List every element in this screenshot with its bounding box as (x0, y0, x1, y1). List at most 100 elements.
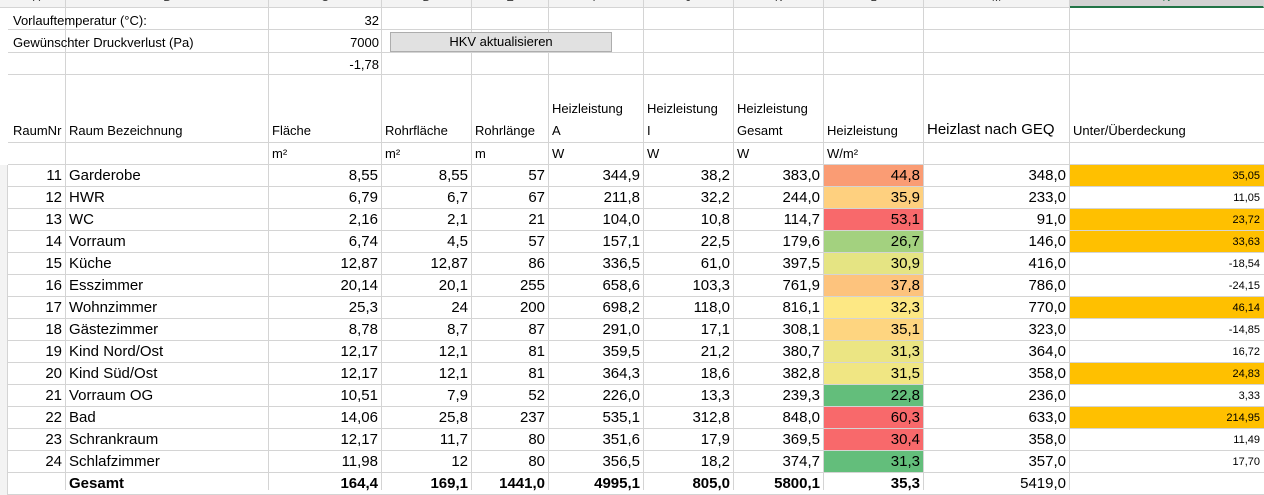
heizleistung-a-cell[interactable]: 344,9 (602, 167, 640, 184)
rohrlaenge-cell[interactable]: 80 (528, 431, 545, 448)
heizleistung-a-cell[interactable]: 351,6 (602, 431, 640, 448)
heizleistung-wm2-cell[interactable]: 32,3 (890, 299, 920, 316)
heizleistung-a-cell[interactable]: 211,8 (603, 189, 640, 206)
total-rohrlaenge[interactable]: 1441,0 (499, 475, 545, 492)
heizleistung-a-cell[interactable]: 157,1 (602, 233, 640, 250)
column-header-l[interactable]: L (824, 0, 924, 8)
raum-name-cell[interactable]: Kind Süd/Ost (69, 365, 158, 382)
heizleistung-a-cell[interactable]: 359,5 (602, 343, 640, 360)
raum-nr-cell[interactable]: 17 (45, 299, 62, 316)
raum-name-cell[interactable]: Esszimmer (69, 277, 144, 294)
row-header[interactable] (0, 297, 8, 319)
raum-name-cell[interactable]: Gästezimmer (69, 321, 159, 338)
raum-name-cell[interactable]: Schlafzimmer (69, 453, 160, 470)
raum-nr-cell[interactable]: 23 (45, 431, 62, 448)
rohrflaeche-cell[interactable]: 25,8 (438, 409, 468, 426)
total-flaeche[interactable]: 164,4 (340, 475, 378, 492)
flaeche-cell[interactable]: 8,78 (348, 321, 378, 338)
heizleistung-gesamt-cell[interactable]: 397,5 (782, 255, 820, 272)
raum-name-cell[interactable]: Vorraum (69, 233, 126, 250)
rohrlaenge-cell[interactable]: 52 (528, 387, 545, 404)
heizleistung-i-cell[interactable]: 13,3 (700, 387, 730, 404)
rohrflaeche-cell[interactable]: 12 (451, 453, 468, 470)
rohrflaeche-cell[interactable]: 8,7 (447, 321, 468, 338)
heizleistung-i-cell[interactable]: 17,1 (700, 321, 730, 338)
row-header[interactable] (0, 187, 8, 209)
flaeche-cell[interactable]: 8,55 (348, 167, 378, 184)
column-header-b[interactable]: B (66, 0, 269, 8)
rohrflaeche-cell[interactable]: 8,55 (438, 167, 468, 184)
heizleistung-i-cell[interactable]: 38,2 (700, 167, 730, 184)
heizleistung-i-cell[interactable]: 61,0 (700, 255, 730, 272)
total-heizleistung-gesamt[interactable]: 5800,1 (774, 475, 820, 492)
rohrflaeche-cell[interactable]: 12,87 (430, 255, 468, 272)
heizlast-cell[interactable]: 416,0 (1028, 255, 1066, 272)
raum-nr-cell[interactable]: 20 (45, 365, 62, 382)
heizleistung-wm2-cell[interactable]: 26,7 (890, 233, 920, 250)
ueberdeckung-cell[interactable]: 33,63 (1232, 236, 1260, 248)
heizleistung-i-cell[interactable]: 18,6 (700, 365, 730, 382)
heizleistung-i-cell[interactable]: 18,2 (700, 453, 730, 470)
ueberdeckung-cell[interactable]: 24,83 (1232, 368, 1260, 380)
flaeche-cell[interactable]: 6,74 (348, 233, 378, 250)
rohrlaenge-cell[interactable]: 87 (528, 321, 545, 338)
total-heizlast[interactable]: 5419,0 (1020, 475, 1066, 492)
heizleistung-gesamt-cell[interactable]: 848,0 (782, 409, 820, 426)
heizlast-cell[interactable]: 633,0 (1028, 409, 1066, 426)
flaeche-cell[interactable]: 10,51 (340, 387, 378, 404)
column-header-e[interactable]: E (472, 0, 549, 8)
rohrlaenge-cell[interactable]: 21 (528, 211, 545, 228)
raum-nr-cell[interactable]: 16 (45, 277, 62, 294)
row-header[interactable] (0, 165, 8, 187)
heizlast-cell[interactable]: 357,0 (1028, 453, 1066, 470)
raum-nr-cell[interactable]: 14 (45, 233, 62, 250)
row-header[interactable] (0, 473, 8, 495)
heizlast-cell[interactable]: 786,0 (1028, 277, 1066, 294)
heizlast-cell[interactable]: 358,0 (1028, 365, 1066, 382)
raum-nr-cell[interactable]: 13 (45, 211, 62, 228)
rohrflaeche-cell[interactable]: 20,1 (438, 277, 468, 294)
heizleistung-a-cell[interactable]: 336,5 (602, 255, 640, 272)
heizleistung-gesamt-cell[interactable]: 308,1 (782, 321, 820, 338)
rohrflaeche-cell[interactable]: 24 (451, 299, 468, 316)
ueberdeckung-cell[interactable]: -24,15 (1228, 280, 1260, 292)
row-header[interactable] (0, 319, 8, 341)
flaeche-cell[interactable]: 12,87 (340, 255, 378, 272)
ueberdeckung-cell[interactable]: 46,14 (1232, 302, 1260, 314)
raum-nr-cell[interactable]: 24 (45, 453, 62, 470)
heizleistung-wm2-cell[interactable]: 44,8 (890, 167, 920, 184)
row-header[interactable] (0, 385, 8, 407)
rohrflaeche-cell[interactable]: 11,7 (439, 431, 468, 448)
heizleistung-a-cell[interactable]: 291,0 (602, 321, 640, 338)
heizleistung-a-cell[interactable]: 364,3 (602, 365, 640, 382)
ueberdeckung-cell[interactable]: 23,72 (1232, 214, 1260, 226)
column-header-f[interactable]: F (549, 0, 644, 8)
heizleistung-i-cell[interactable]: 103,3 (692, 277, 730, 294)
select-all-corner[interactable] (0, 0, 8, 8)
row-header[interactable] (0, 275, 8, 297)
heizleistung-gesamt-cell[interactable]: 383,0 (782, 167, 820, 184)
heizleistung-gesamt-cell[interactable]: 816,1 (782, 299, 820, 316)
flaeche-cell[interactable]: 6,79 (348, 189, 378, 206)
heizleistung-wm2-cell[interactable]: 31,5 (890, 365, 920, 382)
ueberdeckung-cell[interactable]: 35,05 (1232, 170, 1260, 182)
heizleistung-i-cell[interactable]: 32,2 (700, 189, 730, 206)
raum-nr-cell[interactable]: 19 (45, 343, 62, 360)
raum-name-cell[interactable]: Wohnzimmer (69, 299, 158, 316)
heizleistung-i-cell[interactable]: 21,2 (700, 343, 730, 360)
vorlauf-value[interactable]: 32 (364, 13, 379, 28)
rohrflaeche-cell[interactable]: 7,9 (447, 387, 468, 404)
row-header[interactable] (0, 253, 8, 275)
raum-nr-cell[interactable]: 18 (45, 321, 62, 338)
heizleistung-i-cell[interactable]: 312,8 (692, 409, 730, 426)
heizleistung-wm2-cell[interactable]: 22,8 (890, 387, 920, 404)
rohrflaeche-cell[interactable]: 4,5 (447, 233, 468, 250)
heizleistung-gesamt-cell[interactable]: 382,8 (782, 365, 820, 382)
heizleistung-wm2-cell[interactable]: 30,4 (890, 431, 920, 448)
heizlast-cell[interactable]: 146,0 (1028, 233, 1066, 250)
row-header[interactable] (0, 407, 8, 429)
heizleistung-wm2-cell[interactable]: 30,9 (890, 255, 920, 272)
heizleistung-gesamt-cell[interactable]: 374,7 (782, 453, 820, 470)
heizleistung-a-cell[interactable]: 356,5 (602, 453, 640, 470)
ueberdeckung-cell[interactable]: 3,33 (1238, 390, 1260, 402)
